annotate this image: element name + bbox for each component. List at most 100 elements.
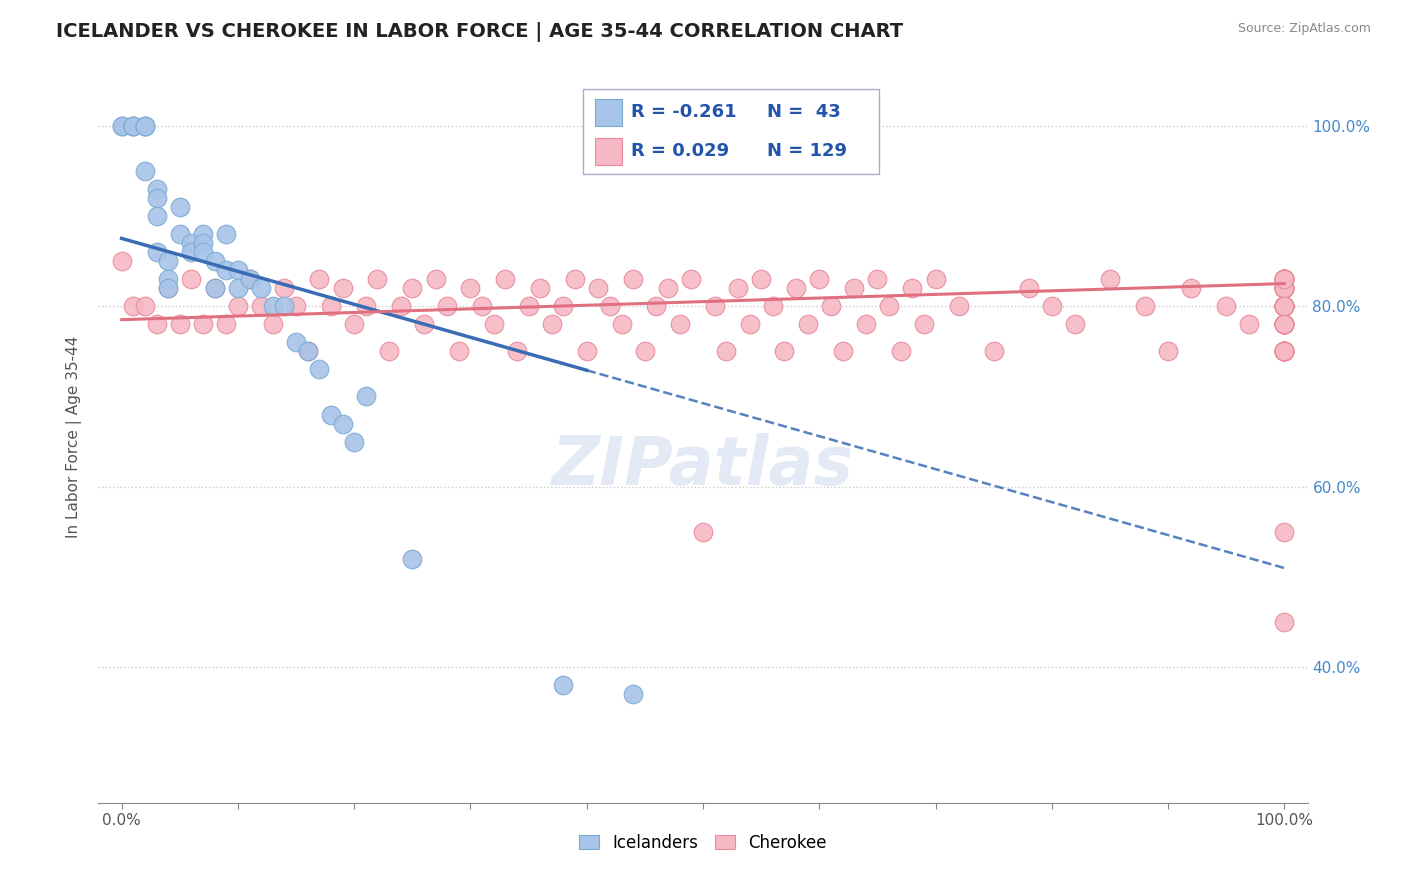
Point	[912, 317, 935, 331]
Point	[169, 200, 191, 214]
Point	[1272, 524, 1295, 539]
Text: Source: ZipAtlas.com: Source: ZipAtlas.com	[1237, 22, 1371, 36]
Bar	[595, 98, 621, 126]
Point	[506, 344, 529, 359]
Point	[1272, 281, 1295, 295]
Point	[354, 389, 377, 403]
Point	[1272, 317, 1295, 331]
Point	[703, 299, 725, 313]
Point	[716, 344, 738, 359]
Text: R = 0.029: R = 0.029	[631, 142, 728, 160]
Point	[169, 227, 191, 241]
Point	[517, 299, 540, 313]
Point	[1272, 299, 1295, 313]
Point	[1272, 299, 1295, 313]
Point	[134, 119, 156, 133]
Point	[1272, 281, 1295, 295]
Point	[1157, 344, 1180, 359]
Point	[215, 317, 238, 331]
Point	[948, 299, 970, 313]
Point	[1272, 344, 1295, 359]
Point	[924, 272, 946, 286]
Point	[134, 299, 156, 313]
Point	[575, 344, 598, 359]
Point	[157, 254, 180, 268]
Point	[610, 317, 633, 331]
Point	[297, 344, 319, 359]
Point	[1272, 344, 1295, 359]
Point	[145, 209, 167, 223]
Point	[529, 281, 551, 295]
Text: ZIPatlas: ZIPatlas	[553, 434, 853, 500]
Point	[111, 119, 134, 133]
Point	[122, 119, 145, 133]
Point	[191, 235, 214, 250]
FancyBboxPatch shape	[583, 89, 879, 174]
Point	[553, 678, 575, 692]
Point	[297, 344, 319, 359]
Point	[204, 254, 226, 268]
Point	[820, 299, 842, 313]
Point	[831, 344, 853, 359]
Point	[1272, 272, 1295, 286]
Point	[634, 344, 657, 359]
Point	[447, 344, 470, 359]
Point	[983, 344, 1005, 359]
Point	[1215, 299, 1237, 313]
Point	[273, 299, 295, 313]
Point	[482, 317, 505, 331]
Point	[796, 317, 818, 331]
Point	[308, 272, 330, 286]
Point	[1272, 344, 1295, 359]
Point	[901, 281, 924, 295]
Point	[425, 272, 447, 286]
Point	[727, 281, 749, 295]
Point	[134, 119, 156, 133]
Point	[460, 281, 482, 295]
Point	[332, 417, 354, 431]
Point	[157, 272, 180, 286]
Point	[1239, 317, 1261, 331]
Point	[645, 299, 668, 313]
Point	[145, 182, 167, 196]
Point	[191, 317, 214, 331]
Point	[1272, 317, 1295, 331]
Point	[1272, 281, 1295, 295]
Point	[1272, 281, 1295, 295]
Point	[1272, 281, 1295, 295]
Point	[1180, 281, 1202, 295]
Point	[1272, 344, 1295, 359]
Text: N =  43: N = 43	[766, 103, 841, 121]
Point	[890, 344, 912, 359]
Point	[191, 227, 214, 241]
Point	[1272, 317, 1295, 331]
Point	[1272, 299, 1295, 313]
Point	[1064, 317, 1087, 331]
Point	[773, 344, 796, 359]
Point	[226, 281, 249, 295]
Point	[239, 272, 262, 286]
Point	[1272, 615, 1295, 630]
Point	[1272, 317, 1295, 331]
Point	[122, 119, 145, 133]
Point	[1272, 317, 1295, 331]
Point	[1272, 281, 1295, 295]
Point	[262, 299, 284, 313]
Point	[1272, 344, 1295, 359]
Point	[413, 317, 436, 331]
Point	[319, 299, 342, 313]
Point	[1272, 299, 1295, 313]
Point	[157, 281, 180, 295]
Point	[1272, 317, 1295, 331]
Point	[1272, 272, 1295, 286]
Point	[1272, 272, 1295, 286]
Point	[1272, 272, 1295, 286]
Point	[1272, 299, 1295, 313]
Point	[134, 119, 156, 133]
Point	[354, 299, 377, 313]
Point	[738, 317, 761, 331]
Point	[1272, 299, 1295, 313]
Point	[1272, 317, 1295, 331]
Point	[1272, 299, 1295, 313]
Point	[250, 281, 273, 295]
